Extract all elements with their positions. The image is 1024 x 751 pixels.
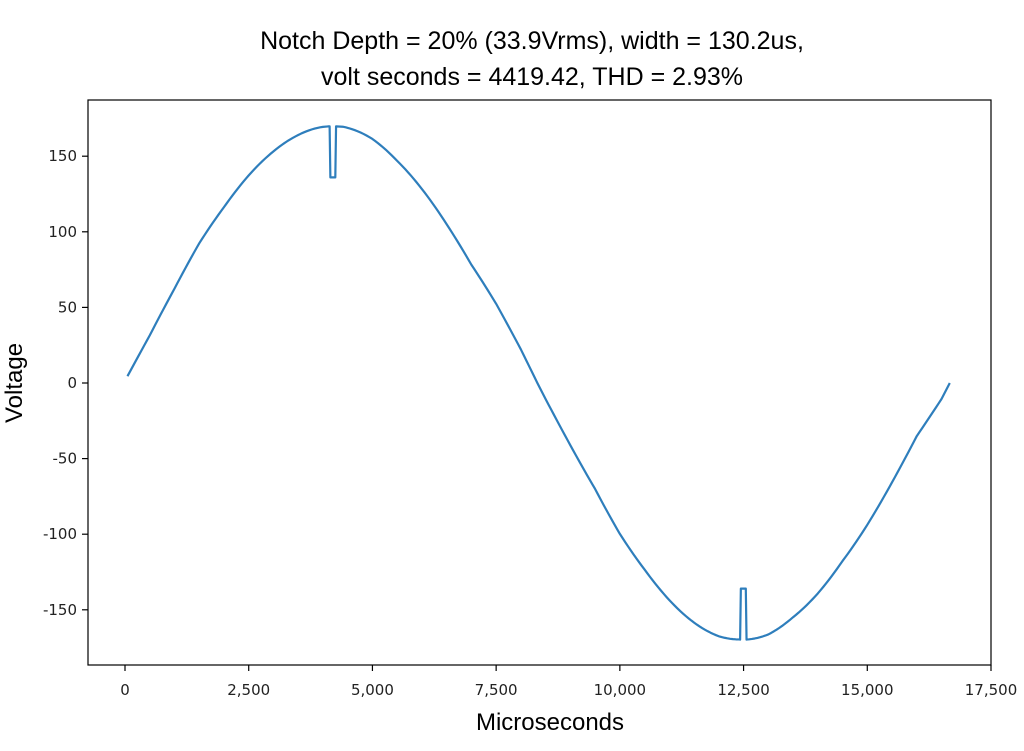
x-axis-label: Microseconds <box>476 709 624 736</box>
x-tick-label: 10,000 <box>594 681 647 699</box>
x-tick-label: 12,500 <box>717 681 770 699</box>
x-tick-label: 0 <box>120 681 130 699</box>
y-tick-label: 50 <box>58 298 77 316</box>
y-tick-label: 0 <box>67 374 77 392</box>
x-tick-label: 7,500 <box>475 681 518 699</box>
y-tick-label: -50 <box>53 450 78 468</box>
y-tick-label: 150 <box>48 147 77 165</box>
axes-frame <box>87 99 992 666</box>
y-tick-label: 100 <box>48 223 77 241</box>
chart-title-line-2: volt seconds = 4419.42, THD = 2.93% <box>320 63 744 91</box>
y-axis-label: Voltage <box>1 343 28 423</box>
x-tick-label: 5,000 <box>351 681 394 699</box>
y-tick-label: -150 <box>43 601 77 619</box>
plot-area <box>87 99 992 666</box>
y-axis-ticks: 150 100 50 0 -50 -100 -150 <box>43 147 88 619</box>
x-axis-ticks: 0 2,500 5,000 7,500 10,000 12,500 15,000 17,500 <box>120 665 1017 699</box>
x-tick-label: 17,500 <box>965 681 1018 699</box>
x-tick-label: 15,000 <box>841 681 894 699</box>
chart-title-line-1: Notch Depth = 20% (33.9Vrms), width = 13… <box>260 27 804 55</box>
voltage-series-line <box>126 125 951 641</box>
y-tick-label: -100 <box>43 525 77 543</box>
x-tick-label: 2,500 <box>227 681 270 699</box>
